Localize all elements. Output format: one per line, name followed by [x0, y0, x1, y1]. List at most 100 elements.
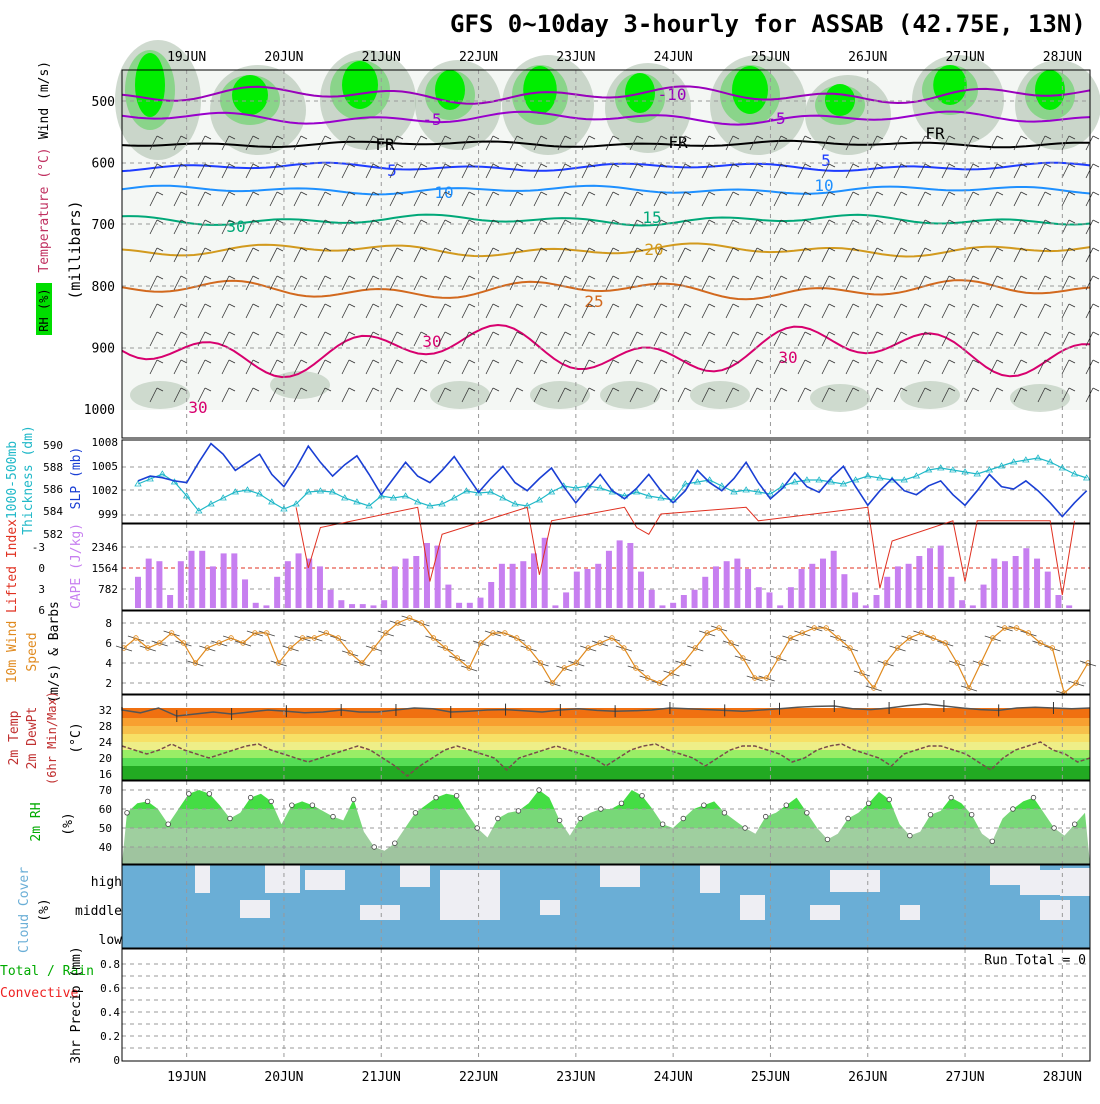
- wind-barb: [828, 219, 836, 224]
- wind-barb: [1044, 219, 1052, 224]
- cape-bar: [584, 568, 591, 608]
- wind-barb: [989, 247, 998, 263]
- wind-barb: [821, 247, 830, 263]
- wind-barb: [413, 303, 422, 319]
- wind-barb: [588, 163, 596, 168]
- thickness-marker: [365, 502, 373, 509]
- wind-barb: [348, 163, 356, 168]
- wind-barb: [701, 247, 710, 263]
- slp-tick: 1002: [92, 484, 119, 497]
- rh-contour-high: [523, 66, 557, 114]
- thickness-marker: [742, 486, 750, 493]
- wind-barb: [564, 303, 572, 308]
- cloud-frame: [121, 864, 1091, 949]
- cape-bar: [734, 558, 741, 608]
- rh-axis-label: RH (%): [37, 288, 51, 331]
- wind-barb: [732, 331, 740, 336]
- wind-barb: [461, 191, 470, 207]
- wind-speed-marker: [811, 625, 817, 631]
- wind-barb: [821, 275, 830, 291]
- wind-barb: [372, 191, 380, 196]
- wind-barb: [900, 219, 908, 224]
- contour-label: 5: [821, 151, 831, 170]
- wind-barb: [485, 219, 494, 235]
- wind-barb: [221, 219, 230, 235]
- wind-barb: [485, 247, 494, 263]
- thickness-marker: [1009, 458, 1018, 465]
- contour-label: 25: [584, 292, 603, 311]
- wind-barb: [581, 303, 590, 319]
- wind-barb: [276, 359, 284, 364]
- wind-barb: [180, 303, 188, 308]
- wind-barb: [804, 359, 812, 364]
- rh-marker: [701, 802, 707, 808]
- wind-barb: [492, 331, 500, 336]
- wind-barb: [972, 275, 980, 280]
- wind-barb: [629, 359, 638, 375]
- wind-barb: [725, 275, 734, 291]
- cape-bar: [220, 553, 227, 608]
- date-tick-bottom: 20JUN: [264, 1070, 303, 1085]
- precip-axis-label: 3hr Precip (mm): [69, 946, 84, 1063]
- wind-speed-marker: [954, 660, 960, 666]
- wind-barb: [533, 191, 542, 207]
- wind-barb: [269, 163, 278, 179]
- cape-bar: [1012, 555, 1019, 608]
- thickness-marker: [1034, 454, 1042, 461]
- millibars-axis-label: (millibars): [66, 200, 84, 299]
- wind-barb: [725, 191, 734, 207]
- wind-barb: [636, 359, 644, 364]
- wind-barb: [708, 163, 716, 168]
- wind-barb: [852, 387, 860, 392]
- cape-bar: [135, 576, 141, 608]
- date-tick-top: 24JUN: [654, 50, 693, 65]
- cape-bar: [616, 540, 623, 608]
- wind-speed-marker: [728, 640, 734, 646]
- wind-barb: [629, 135, 638, 151]
- wind-barb: [972, 303, 980, 308]
- rh-marker: [330, 813, 336, 820]
- wind-barb: [701, 387, 710, 403]
- wind-barb: [893, 191, 902, 207]
- wind-barb: [509, 247, 518, 263]
- wind-barb: [156, 275, 164, 280]
- wind-barb: [269, 359, 278, 375]
- thickness-marker: [243, 486, 252, 493]
- li-tick: -3: [32, 541, 45, 554]
- wind-speed-marker: [252, 630, 258, 636]
- wind-barb: [444, 135, 452, 140]
- cape-tick: 2346: [92, 541, 119, 554]
- wind-barb: [845, 387, 854, 403]
- wind-barb: [900, 163, 908, 168]
- wind-barb: [852, 191, 860, 196]
- wind-barb: [300, 219, 308, 224]
- wind-barb: [173, 331, 182, 347]
- wind-barb: [612, 135, 620, 140]
- date-tick-top: 21JUN: [362, 50, 401, 65]
- wind-barb: [540, 275, 548, 280]
- temperature-contour: [121, 242, 1091, 258]
- rh2m-units: (%): [61, 812, 76, 835]
- date-tick-bottom: 25JUN: [751, 1070, 790, 1085]
- wind-barb: [869, 359, 878, 375]
- cape-bar: [1001, 561, 1008, 608]
- wind-barb: [341, 303, 350, 319]
- wind-barb: [324, 359, 332, 364]
- wind10m-axis-label-3: (m/s) & Barbs: [47, 601, 62, 703]
- wind-barb: [317, 163, 326, 179]
- wind-barb: [437, 247, 446, 263]
- wind-barb: [221, 135, 230, 151]
- thickness-marker: [754, 488, 762, 495]
- cloud-axis-label: Cloud Cover: [17, 867, 32, 953]
- wind-barb: [437, 135, 446, 151]
- thickness-marker: [474, 489, 483, 496]
- wind-barb: [365, 303, 374, 319]
- wind-barb: [420, 331, 428, 336]
- cape-bar: [381, 600, 388, 608]
- wind-barb: [749, 387, 758, 403]
- wind-barb: [365, 331, 374, 347]
- temp-tick: 28: [99, 720, 112, 733]
- wind-barb: [509, 135, 518, 151]
- rh-marker: [948, 794, 954, 801]
- wind-barb: [173, 191, 182, 207]
